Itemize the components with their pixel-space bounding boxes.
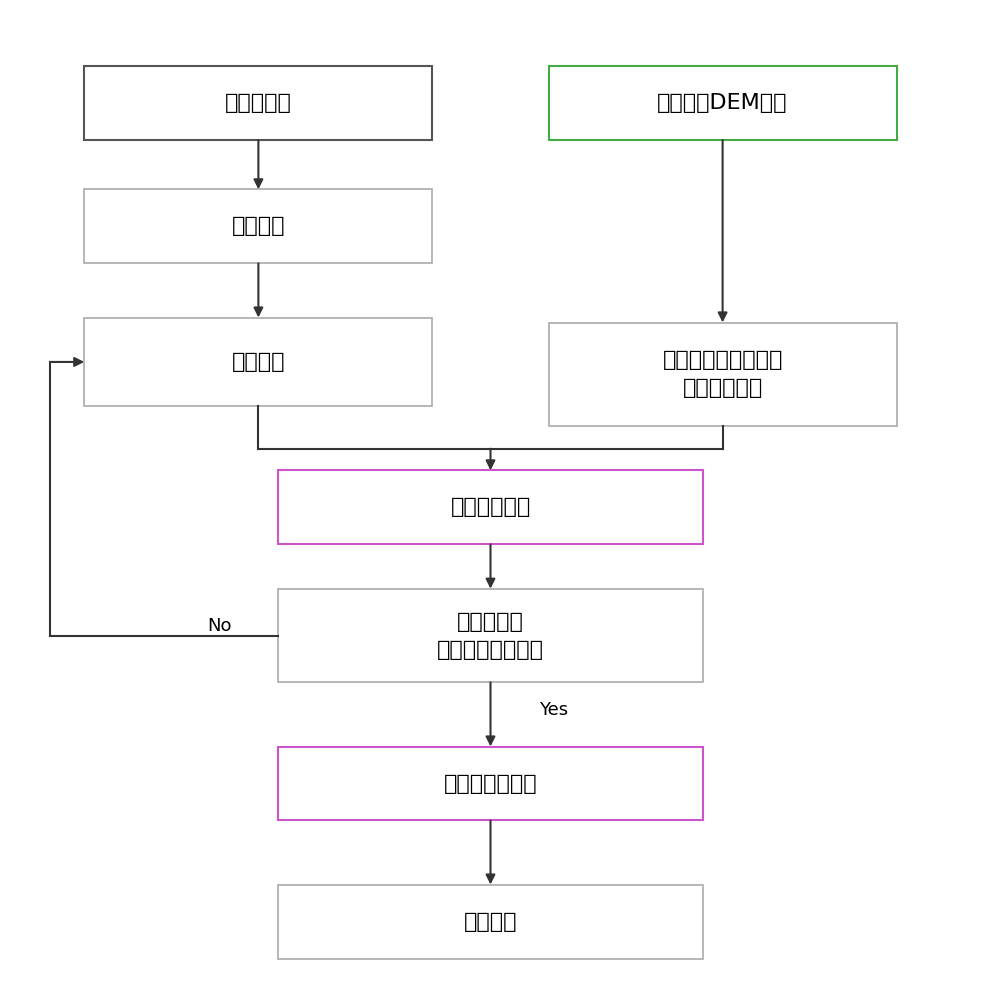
Text: 影像分割: 影像分割	[232, 216, 285, 236]
Bar	[548, 323, 897, 426]
Bar	[278, 470, 703, 544]
Text: 特征指标融合: 特征指标融合	[450, 497, 531, 517]
Text: 特征选择: 特征选择	[232, 352, 285, 372]
Text: 影像预处理: 影像预处理	[225, 93, 291, 113]
Text: 滑坡提取: 滑坡提取	[464, 912, 517, 932]
Text: 立体像对DEM生成: 立体像对DEM生成	[657, 93, 788, 113]
Bar	[278, 589, 703, 682]
Text: 知识规则集建立: 知识规则集建立	[443, 774, 538, 794]
Text: 阈値判断，
是否满足滑坡提取: 阈値判断， 是否满足滑坡提取	[437, 612, 544, 660]
Text: No: No	[207, 617, 232, 635]
Text: Yes: Yes	[539, 701, 568, 719]
Bar	[84, 66, 433, 140]
Bar	[278, 885, 703, 959]
Bar	[278, 747, 703, 820]
Bar	[548, 66, 897, 140]
Text: 坡度、坡向、曲率等
地形特征提取: 坡度、坡向、曲率等 地形特征提取	[662, 350, 783, 398]
Bar	[84, 189, 433, 263]
Bar	[84, 318, 433, 406]
